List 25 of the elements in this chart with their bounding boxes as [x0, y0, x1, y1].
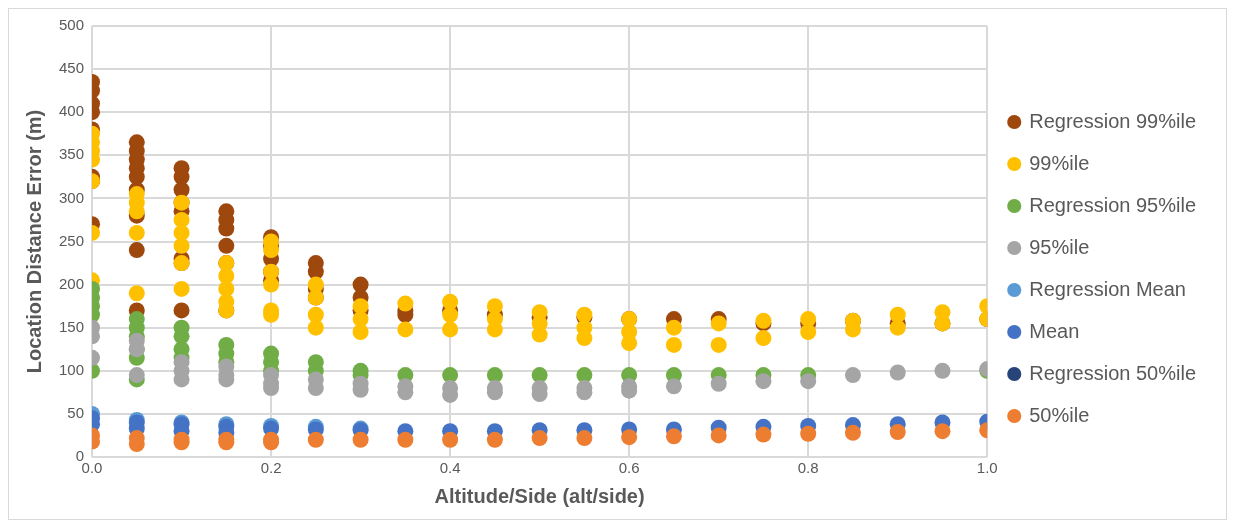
y-tick-label: 300	[59, 188, 85, 206]
x-tick-label: 0.2	[260, 459, 282, 477]
legend-label: Regression 50%ile	[1029, 361, 1197, 384]
y-axis-title: Location Distance Error (m)	[22, 109, 45, 374]
y-tick-label: 350	[59, 145, 85, 163]
legend-label: Regression Mean	[1029, 277, 1186, 300]
y-tick-label: 400	[59, 102, 85, 120]
y-tick-label: 150	[59, 317, 85, 335]
y-tick-label: 500	[59, 16, 85, 34]
y-tick-label: 250	[59, 231, 85, 249]
legend-label: Mean	[1029, 319, 1080, 342]
x-tick-label: 1.0	[976, 459, 998, 477]
legend-label: 99%ile	[1029, 151, 1090, 174]
x-tick-label: 0.4	[439, 459, 461, 477]
y-tick-label: 100	[59, 360, 85, 378]
legend-label: 95%ile	[1029, 235, 1090, 258]
y-tick-label: 450	[59, 59, 85, 77]
legend-label: Regression 99%ile	[1029, 109, 1197, 132]
x-axis-title: Altitude/Side (alt/side)	[434, 484, 645, 507]
legend-label: 50%ile	[1029, 403, 1090, 426]
x-tick-label: 0.6	[618, 459, 640, 477]
legend-label: Regression 95%ile	[1029, 193, 1197, 216]
x-tick-label: 0.8	[797, 459, 819, 477]
y-tick-label: 200	[59, 274, 85, 292]
y-tick-label: 50	[67, 404, 85, 422]
